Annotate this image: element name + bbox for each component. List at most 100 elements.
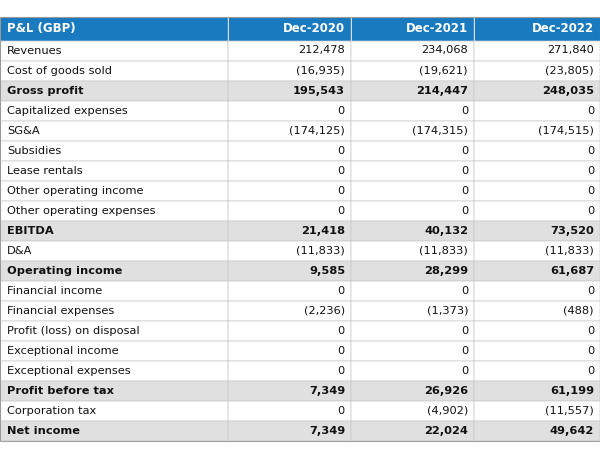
Bar	[474, 101, 600, 121]
Text: 234,068: 234,068	[421, 46, 468, 55]
Bar	[0, 41, 228, 60]
Text: (1,373): (1,373)	[427, 305, 468, 315]
Bar	[228, 381, 351, 400]
Text: 0: 0	[338, 165, 345, 175]
Bar	[228, 340, 351, 361]
Text: 0: 0	[587, 206, 594, 216]
Bar	[351, 181, 474, 201]
Bar	[228, 361, 351, 381]
Bar	[351, 16, 474, 41]
Bar	[474, 340, 600, 361]
Bar	[228, 281, 351, 301]
Text: 9,585: 9,585	[309, 266, 345, 276]
Text: 7,349: 7,349	[309, 386, 345, 395]
Text: (2,236): (2,236)	[304, 305, 345, 315]
Bar	[351, 340, 474, 361]
Bar	[351, 420, 474, 441]
Text: 0: 0	[461, 186, 468, 196]
Bar	[0, 60, 228, 80]
Bar	[0, 121, 228, 140]
Text: 0: 0	[338, 106, 345, 116]
Text: 28,299: 28,299	[424, 266, 468, 276]
Bar	[351, 240, 474, 260]
Text: 0: 0	[461, 345, 468, 356]
Bar	[228, 201, 351, 220]
Bar	[474, 160, 600, 181]
Bar	[474, 60, 600, 80]
Text: Financial income: Financial income	[7, 286, 102, 296]
Text: Dec-2020: Dec-2020	[283, 22, 345, 35]
Bar	[0, 220, 228, 240]
Bar	[474, 260, 600, 281]
Text: Profit (loss) on disposal: Profit (loss) on disposal	[7, 325, 140, 335]
Bar	[351, 41, 474, 60]
Bar	[351, 101, 474, 121]
Text: 248,035: 248,035	[542, 85, 594, 96]
Bar	[228, 181, 351, 201]
Bar	[474, 361, 600, 381]
Bar	[0, 320, 228, 340]
Text: Dec-2022: Dec-2022	[532, 22, 594, 35]
Text: 0: 0	[461, 366, 468, 376]
Bar	[474, 201, 600, 220]
Text: 0: 0	[587, 286, 594, 296]
Bar	[228, 41, 351, 60]
Text: Corporation tax: Corporation tax	[7, 405, 96, 415]
Text: 0: 0	[461, 286, 468, 296]
Bar	[0, 361, 228, 381]
Text: SG&A: SG&A	[7, 126, 40, 135]
Text: Gross profit: Gross profit	[7, 85, 83, 96]
Bar	[228, 320, 351, 340]
Text: 0: 0	[587, 145, 594, 155]
Text: 0: 0	[338, 186, 345, 196]
Bar	[0, 181, 228, 201]
Text: 195,543: 195,543	[293, 85, 345, 96]
Text: 0: 0	[587, 165, 594, 175]
Text: Revenues: Revenues	[7, 46, 62, 55]
Bar	[351, 80, 474, 101]
Text: 0: 0	[587, 345, 594, 356]
Text: (23,805): (23,805)	[545, 65, 594, 75]
Bar	[474, 381, 600, 400]
Bar	[474, 281, 600, 301]
Text: Operating income: Operating income	[7, 266, 122, 276]
Text: 26,926: 26,926	[424, 386, 468, 395]
Text: 0: 0	[587, 325, 594, 335]
Bar	[351, 140, 474, 160]
Bar	[228, 260, 351, 281]
Bar	[228, 220, 351, 240]
Text: Cost of goods sold: Cost of goods sold	[7, 65, 112, 75]
Text: Exceptional expenses: Exceptional expenses	[7, 366, 131, 376]
Text: 40,132: 40,132	[424, 225, 468, 235]
Bar	[228, 121, 351, 140]
Bar	[228, 301, 351, 320]
Bar	[474, 320, 600, 340]
Text: Financial expenses: Financial expenses	[7, 305, 114, 315]
Bar	[0, 80, 228, 101]
Bar	[351, 160, 474, 181]
Text: 21,418: 21,418	[301, 225, 345, 235]
Text: 0: 0	[338, 206, 345, 216]
Text: 0: 0	[461, 325, 468, 335]
Text: Other operating expenses: Other operating expenses	[7, 206, 155, 216]
Bar	[0, 381, 228, 400]
Bar	[351, 400, 474, 420]
Bar	[0, 140, 228, 160]
Text: (174,515): (174,515)	[538, 126, 594, 135]
Text: (19,621): (19,621)	[419, 65, 468, 75]
Bar	[0, 16, 228, 41]
Text: 212,478: 212,478	[298, 46, 345, 55]
Bar	[474, 420, 600, 441]
Bar	[351, 260, 474, 281]
Bar	[351, 301, 474, 320]
Bar	[0, 420, 228, 441]
Bar	[228, 16, 351, 41]
Bar	[228, 160, 351, 181]
Bar	[474, 80, 600, 101]
Bar	[0, 201, 228, 220]
Text: 0: 0	[338, 405, 345, 415]
Bar	[228, 101, 351, 121]
Text: 0: 0	[338, 325, 345, 335]
Text: (174,125): (174,125)	[289, 126, 345, 135]
Bar	[474, 41, 600, 60]
